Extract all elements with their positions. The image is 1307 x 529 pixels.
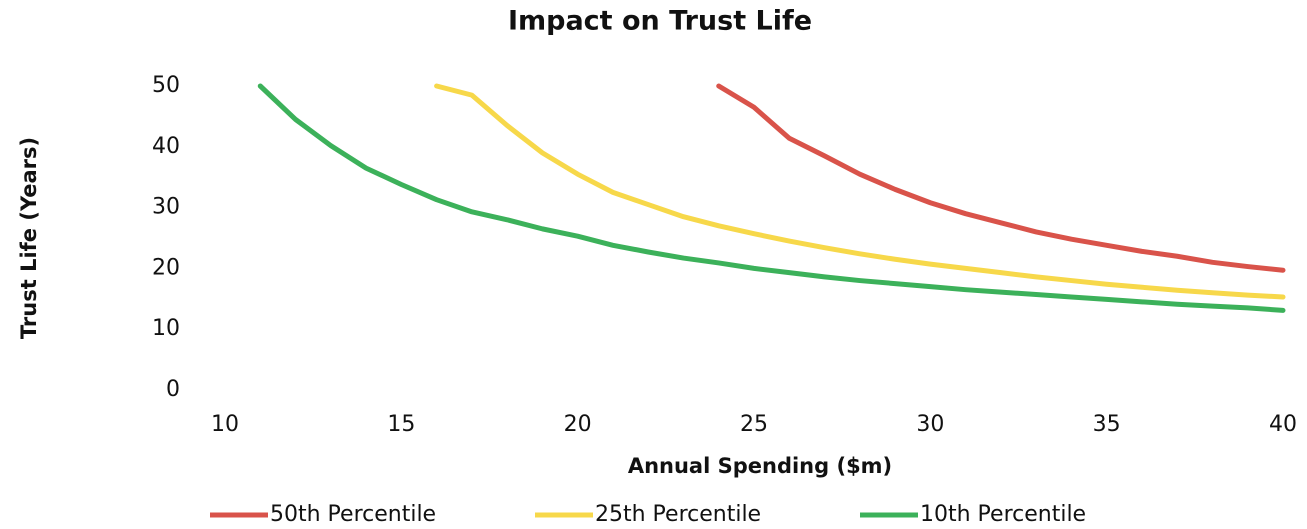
x-tick-label: 15 [387,412,415,437]
x-tick-label: 30 [916,412,944,437]
y-tick-label: 20 [152,255,180,280]
y-tick-label: 40 [152,134,180,159]
legend-label: 50th Percentile [270,502,436,527]
x-tick-label: 10 [211,412,239,437]
y-axis-label: Trust Life (Years) [17,137,41,339]
x-tick-label: 35 [1093,412,1121,437]
x-axis-label: Annual Spending ($m) [628,454,892,478]
y-tick-label: 0 [166,377,180,402]
line-series [257,83,1286,313]
line-series [434,83,1286,300]
legend-label: 10th Percentile [920,502,1086,527]
chart-title: Impact on Trust Life [508,6,812,37]
line-series [716,83,1286,273]
x-tick-label: 25 [740,412,768,437]
x-tick-label: 40 [1269,412,1297,437]
x-tick-label: 20 [564,412,592,437]
legend-label: 25th Percentile [595,502,761,527]
y-tick-label: 50 [152,73,180,98]
y-tick-label: 10 [152,316,180,341]
y-tick-label: 30 [152,195,180,220]
